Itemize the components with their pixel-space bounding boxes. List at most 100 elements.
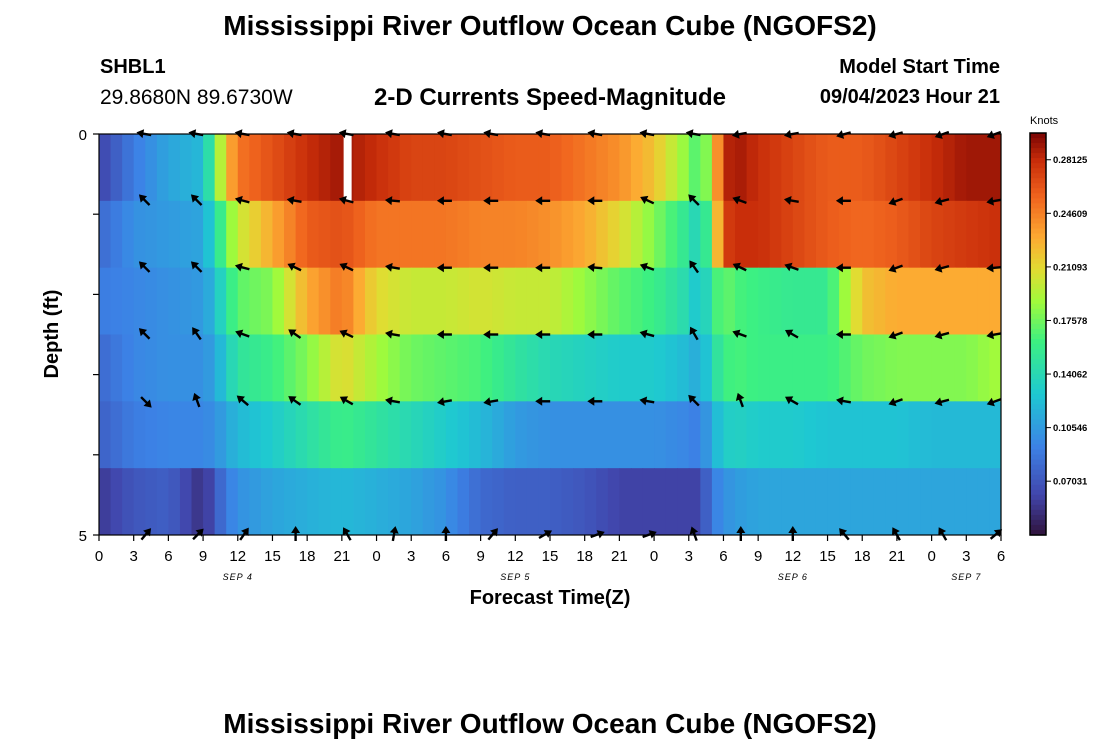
heat-cell	[584, 401, 597, 469]
heat-cell	[792, 334, 806, 402]
heat-cell	[839, 267, 852, 335]
heat-cell	[850, 134, 863, 202]
current-arrow	[286, 196, 302, 205]
axes: 050 3 6 9 12 15 18 21 0 3 6 9 12 15 18 21 0 3 6 9 12 15 18 21 0 3…	[79, 127, 1006, 582]
heat-cell	[388, 468, 401, 535]
colorbar-segment	[1030, 364, 1046, 370]
heat-cell	[515, 200, 528, 269]
heat-cell	[746, 267, 759, 335]
colorbar-segment	[1030, 469, 1046, 476]
heat-cell	[943, 134, 956, 202]
colorbar-segment	[1030, 454, 1046, 461]
heat-cell	[931, 267, 944, 335]
heat-cell	[873, 468, 886, 535]
heat-cell	[503, 468, 516, 535]
arrow-head	[689, 260, 698, 269]
heat-cell	[376, 334, 389, 402]
heat-cell	[561, 468, 574, 535]
heat-cell	[989, 468, 1001, 535]
heat-cell	[711, 401, 725, 469]
current-arrow	[835, 196, 851, 206]
heat-cell	[769, 468, 782, 535]
heat-cell	[827, 200, 840, 269]
colorbar-segment	[1030, 464, 1046, 471]
arrow-head	[732, 195, 741, 205]
current-arrow	[535, 263, 551, 273]
colorbar-segment	[1030, 484, 1046, 491]
heat-cell	[769, 401, 782, 469]
heat-cell	[561, 267, 574, 335]
heat-cell	[526, 401, 540, 469]
heat-cell	[110, 134, 123, 202]
colorbar-segment	[1030, 258, 1046, 265]
heat-cell	[862, 401, 875, 469]
heat-cell	[353, 134, 366, 202]
arrow-head	[986, 330, 995, 340]
heat-cell	[677, 401, 690, 469]
heat-cell	[341, 468, 355, 535]
heat-cell	[908, 468, 921, 535]
heat-cell	[827, 334, 840, 402]
x-tick-label: 21	[334, 548, 351, 565]
heat-cell	[237, 334, 250, 402]
layer-5	[99, 401, 1001, 469]
x-tick-label: 6	[997, 548, 1005, 565]
heat-cell	[179, 134, 193, 202]
heat-cell	[839, 334, 852, 402]
heat-cell	[422, 134, 435, 202]
variable-title: 2-D Currents Speed-Magnitude	[0, 84, 1100, 112]
heat-cell	[515, 267, 528, 335]
heat-cell	[977, 334, 991, 402]
heat-cell	[422, 468, 435, 535]
x-tick-label: 12	[507, 548, 524, 565]
heat-cell	[839, 200, 852, 269]
arrow-head	[835, 196, 843, 206]
current-arrow	[190, 194, 203, 206]
heat-cell	[237, 134, 250, 202]
heat-cell	[295, 134, 308, 202]
heat-cell	[526, 468, 540, 535]
heat-cell	[388, 401, 401, 469]
heat-cell	[966, 401, 979, 469]
heat-cell	[746, 401, 759, 469]
heat-cell	[873, 267, 886, 335]
heat-cell	[214, 267, 227, 335]
arrow-head	[483, 196, 491, 206]
heat-cell	[284, 267, 297, 335]
colorbar-segment	[1030, 233, 1046, 240]
current-arrow	[483, 263, 499, 273]
heat-cell	[469, 334, 482, 402]
heat-cell	[214, 468, 227, 535]
heat-cell	[295, 200, 308, 269]
heat-cell	[688, 134, 701, 202]
heat-cell	[989, 134, 1001, 202]
colorbar-segment	[1030, 369, 1046, 375]
heat-cell	[723, 468, 736, 535]
colorbar-segment	[1030, 409, 1046, 415]
heat-cell	[827, 401, 840, 469]
heat-cell	[873, 200, 886, 269]
heat-cell	[954, 200, 967, 269]
heat-cell	[943, 334, 956, 402]
x-tick-label: 21	[889, 548, 906, 565]
heat-cell	[630, 468, 644, 535]
colorbar-tick-label: 0.17578	[1053, 316, 1087, 327]
heat-cell	[249, 134, 262, 202]
heat-cell	[966, 267, 979, 335]
heat-cell	[815, 200, 829, 269]
x-tick-label: 9	[199, 548, 207, 565]
heat-cell	[469, 267, 482, 335]
current-arrow	[385, 262, 401, 272]
colorbar-segment	[1030, 459, 1046, 466]
heat-cell	[99, 468, 112, 535]
heat-cell	[203, 468, 216, 535]
arrow-head	[736, 526, 746, 533]
heat-cell	[364, 401, 378, 469]
x-tick-label: 12	[785, 548, 802, 565]
colorbar-unit-label: Knots	[1030, 115, 1059, 127]
colorbar-segment	[1030, 133, 1046, 139]
layer-4	[99, 334, 1001, 402]
heat-cell	[341, 334, 355, 402]
station-id: SHBL1	[100, 56, 166, 78]
heat-cell	[573, 334, 586, 402]
